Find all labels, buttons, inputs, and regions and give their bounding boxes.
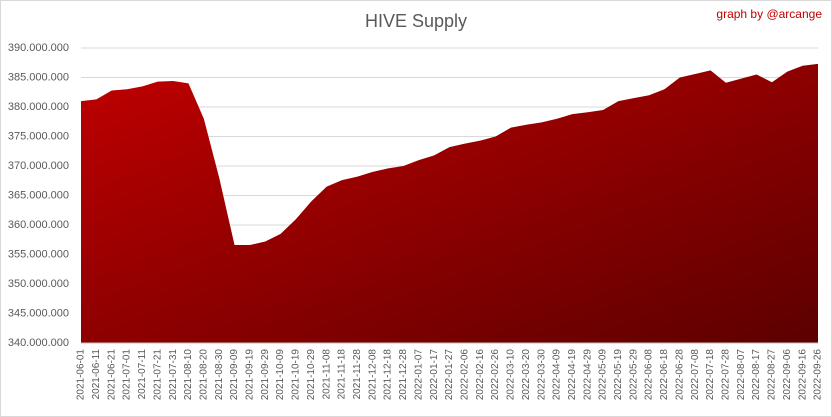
- x-tick-label: 2022-05-29: [628, 349, 639, 401]
- x-tick-label: 2021-06-11: [91, 349, 102, 400]
- area: [81, 63, 818, 344]
- x-tick-label: 2021-10-09: [275, 349, 286, 401]
- y-tick-label: 355.000.000: [8, 248, 69, 260]
- x-tick-label: 2022-09-26: [813, 349, 824, 401]
- x-tick-label: 2021-10-29: [306, 349, 317, 401]
- y-tick-label: 390.000.000: [8, 42, 69, 54]
- x-tick-label: 2022-01-17: [429, 349, 440, 401]
- y-tick-label: 380.000.000: [8, 101, 69, 113]
- x-tick-label: 2022-07-08: [690, 349, 701, 401]
- x-tick-label: 2021-12-28: [398, 349, 409, 401]
- y-tick-label: 345.000.000: [8, 307, 69, 319]
- x-tick-label: 2021-09-09: [229, 349, 240, 401]
- x-tick-label: 2022-06-18: [659, 349, 670, 401]
- chart-title: HIVE Supply: [365, 11, 467, 31]
- x-tick-label: 2021-11-08: [321, 349, 332, 400]
- y-tick-label: 370.000.000: [8, 160, 69, 172]
- x-tick-label: 2021-08-20: [198, 349, 209, 401]
- y-tick-label: 350.000.000: [8, 278, 69, 290]
- x-tick-label: 2021-08-30: [214, 349, 225, 401]
- x-tick-label: 2021-09-19: [245, 349, 256, 401]
- x-tick-label: 2021-06-21: [106, 349, 117, 401]
- y-tick-label: 375.000.000: [8, 130, 69, 142]
- x-tick-label: 2022-08-07: [736, 349, 747, 401]
- y-tick-label: 340.000.000: [8, 337, 69, 349]
- x-tick-label: 2021-07-21: [152, 349, 163, 401]
- x-tick-label: 2022-02-16: [475, 349, 486, 401]
- x-tick-label: 2022-02-06: [459, 349, 470, 401]
- x-tick-label: 2021-07-31: [168, 349, 179, 401]
- x-tick-label: 2022-08-17: [751, 349, 762, 401]
- x-tick-label: 2021-09-29: [260, 349, 271, 401]
- x-tick-label: 2021-10-19: [291, 349, 302, 401]
- x-tick-label: 2021-12-08: [367, 349, 378, 401]
- x-tick-label: 2022-03-20: [521, 349, 532, 401]
- x-tick-label: 2021-07-11: [137, 349, 148, 400]
- x-tick-label: 2022-05-19: [613, 349, 624, 401]
- x-tick-label: 2022-09-16: [797, 349, 808, 401]
- x-tick-label: 2022-01-07: [413, 349, 424, 401]
- x-tick-label: 2022-05-09: [598, 349, 609, 401]
- x-tick-label: 2021-11-28: [352, 349, 363, 400]
- x-tick-label: 2021-11-18: [337, 349, 348, 400]
- x-tick-label: 2022-09-06: [782, 349, 793, 401]
- x-tick-label: 2021-07-01: [122, 349, 133, 401]
- y-tick-label: 360.000.000: [8, 219, 69, 231]
- x-tick-label: 2022-06-08: [644, 349, 655, 401]
- x-tick-label: 2022-07-18: [705, 349, 716, 401]
- x-tick-label: 2022-08-27: [767, 349, 778, 401]
- x-tick-label: 2022-04-19: [567, 349, 578, 401]
- x-tick-label: 2022-02-26: [490, 349, 501, 401]
- x-tick-label: 2022-04-09: [552, 349, 563, 401]
- x-tick-label: 2021-06-01: [76, 349, 87, 401]
- x-tick-label: 2021-12-18: [383, 349, 394, 401]
- x-tick-label: 2022-01-27: [444, 349, 455, 401]
- annotation: graph by @arcange: [716, 7, 822, 21]
- x-tick-label: 2022-06-28: [674, 349, 685, 401]
- y-tick-label: 385.000.000: [8, 71, 69, 83]
- x-tick-label: 2022-03-30: [536, 349, 547, 401]
- x-tick-label: 2022-07-28: [721, 349, 732, 401]
- x-tick-label: 2022-04-29: [582, 349, 593, 401]
- y-tick-label: 365.000.000: [8, 189, 69, 201]
- x-tick-label: 2021-08-10: [183, 349, 194, 401]
- x-tick-label: 2022-03-10: [506, 349, 517, 401]
